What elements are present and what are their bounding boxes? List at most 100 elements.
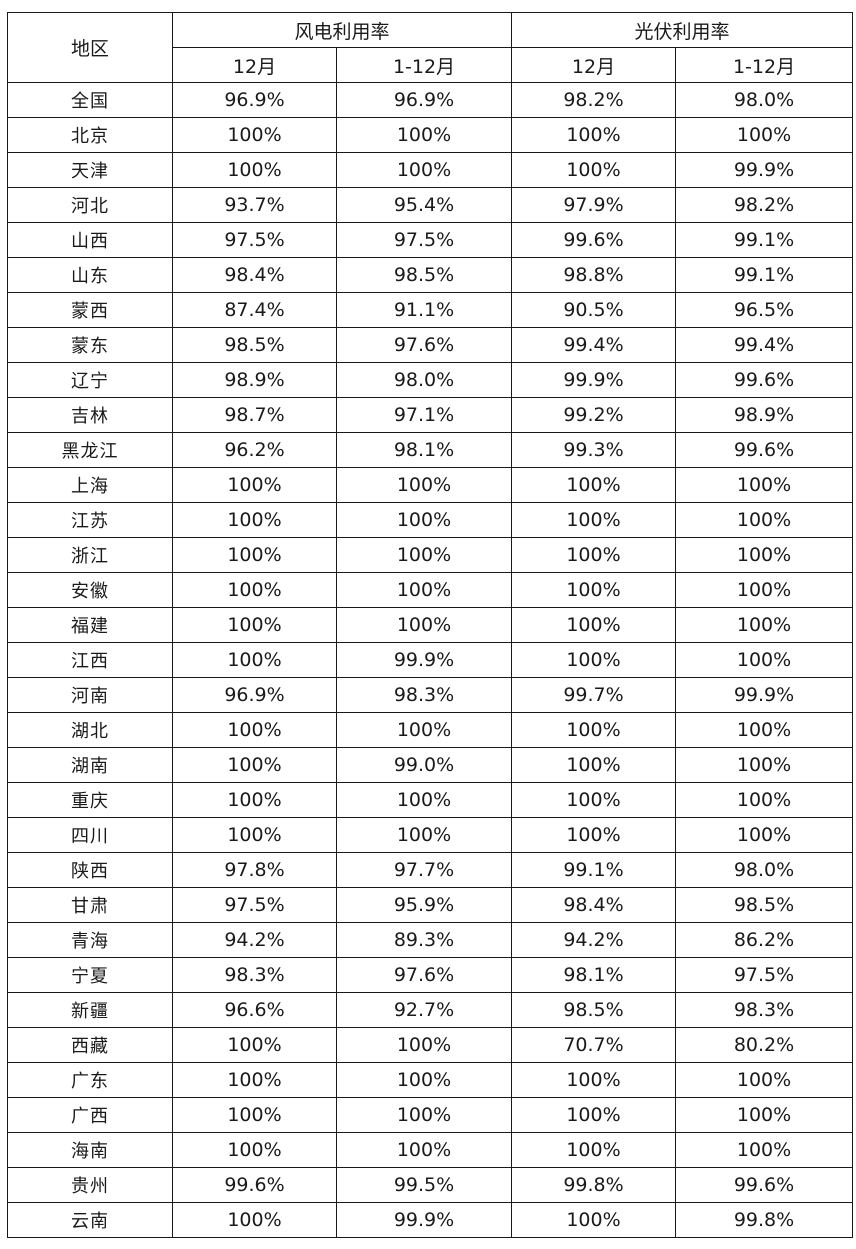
cell-region: 福建	[7, 607, 173, 643]
table-row: 天津 100% 100% 100% 99.9%	[7, 152, 854, 188]
cell-solar-month: 99.1%	[511, 852, 677, 888]
cell-wind-month: 100%	[172, 537, 337, 573]
cell-wind-ytd: 100%	[335, 1097, 513, 1133]
cell-solar-month: 99.4%	[511, 327, 677, 363]
cell-wind-ytd: 99.0%	[335, 747, 513, 783]
header-wind-month: 12月	[172, 47, 337, 83]
table-row: 吉林 98.7% 97.1% 99.2% 98.9%	[7, 397, 854, 433]
cell-wind-ytd: 97.7%	[335, 852, 513, 888]
cell-region: 江西	[7, 642, 173, 678]
cell-solar-month: 98.1%	[511, 957, 677, 993]
cell-solar-ytd: 100%	[675, 572, 854, 608]
table-row: 重庆 100% 100% 100% 100%	[7, 782, 854, 818]
cell-region: 吉林	[7, 397, 173, 433]
cell-wind-ytd: 100%	[335, 712, 513, 748]
header-wind-ytd: 1-12月	[335, 47, 513, 83]
table-row: 广东 100% 100% 100% 100%	[7, 1062, 854, 1098]
cell-region: 浙江	[7, 537, 173, 573]
cell-solar-month: 98.5%	[511, 992, 677, 1028]
cell-region: 湖南	[7, 747, 173, 783]
cell-wind-month: 96.9%	[172, 677, 337, 713]
cell-wind-month: 87.4%	[172, 292, 337, 328]
cell-wind-ytd: 98.3%	[335, 677, 513, 713]
cell-solar-ytd: 100%	[675, 642, 854, 678]
cell-region: 河南	[7, 677, 173, 713]
cell-wind-ytd: 100%	[335, 572, 513, 608]
table-header: 地区 风电利用率 光伏利用率 12月 1-12月 12月 1-12月	[7, 12, 854, 83]
table-row: 湖南 100% 99.0% 100% 100%	[7, 747, 854, 783]
cell-wind-month: 98.7%	[172, 397, 337, 433]
table-row: 青海 94.2% 89.3% 94.2% 86.2%	[7, 922, 854, 958]
cell-solar-ytd: 100%	[675, 1132, 854, 1168]
header-solar-month: 12月	[511, 47, 677, 83]
cell-region: 广西	[7, 1097, 173, 1133]
cell-wind-month: 100%	[172, 572, 337, 608]
cell-solar-ytd: 97.5%	[675, 957, 854, 993]
cell-wind-month: 97.5%	[172, 222, 337, 258]
cell-solar-ytd: 100%	[675, 1062, 854, 1098]
table-row: 全国 96.9% 96.9% 98.2% 98.0%	[7, 82, 854, 118]
cell-solar-ytd: 98.0%	[675, 852, 854, 888]
cell-region: 陕西	[7, 852, 173, 888]
table-row: 河南 96.9% 98.3% 99.7% 99.9%	[7, 677, 854, 713]
cell-solar-month: 90.5%	[511, 292, 677, 328]
cell-wind-month: 100%	[172, 1202, 337, 1238]
cell-wind-ytd: 100%	[335, 782, 513, 818]
cell-wind-ytd: 97.1%	[335, 397, 513, 433]
table-row: 江苏 100% 100% 100% 100%	[7, 502, 854, 538]
cell-region: 北京	[7, 117, 173, 153]
cell-solar-month: 99.6%	[511, 222, 677, 258]
cell-wind-ytd: 95.9%	[335, 887, 513, 923]
cell-solar-ytd: 100%	[675, 467, 854, 503]
table-row: 新疆 96.6% 92.7% 98.5% 98.3%	[7, 992, 854, 1028]
cell-wind-ytd: 95.4%	[335, 187, 513, 223]
cell-solar-month: 100%	[511, 782, 677, 818]
cell-region: 宁夏	[7, 957, 173, 993]
cell-wind-month: 100%	[172, 607, 337, 643]
cell-solar-month: 100%	[511, 572, 677, 608]
cell-solar-ytd: 100%	[675, 502, 854, 538]
header-solar: 光伏利用率	[511, 12, 854, 48]
cell-wind-ytd: 100%	[335, 1132, 513, 1168]
cell-region: 云南	[7, 1202, 173, 1238]
cell-wind-ytd: 98.1%	[335, 432, 513, 468]
table-row: 四川 100% 100% 100% 100%	[7, 817, 854, 853]
table-row: 黑龙江 96.2% 98.1% 99.3% 99.6%	[7, 432, 854, 468]
table-row: 北京 100% 100% 100% 100%	[7, 117, 854, 153]
cell-solar-ytd: 100%	[675, 1097, 854, 1133]
cell-region: 西藏	[7, 1027, 173, 1063]
cell-wind-month: 100%	[172, 1132, 337, 1168]
cell-solar-month: 100%	[511, 607, 677, 643]
cell-solar-month: 100%	[511, 817, 677, 853]
cell-wind-ytd: 96.9%	[335, 82, 513, 118]
cell-wind-month: 96.9%	[172, 82, 337, 118]
cell-wind-month: 100%	[172, 1062, 337, 1098]
cell-wind-month: 98.4%	[172, 257, 337, 293]
cell-region: 广东	[7, 1062, 173, 1098]
table-row: 贵州 99.6% 99.5% 99.8% 99.6%	[7, 1167, 854, 1203]
cell-wind-ytd: 100%	[335, 1062, 513, 1098]
cell-solar-ytd: 80.2%	[675, 1027, 854, 1063]
cell-solar-ytd: 96.5%	[675, 292, 854, 328]
cell-wind-ytd: 98.5%	[335, 257, 513, 293]
cell-solar-month: 100%	[511, 537, 677, 573]
table-row: 上海 100% 100% 100% 100%	[7, 467, 854, 503]
cell-solar-month: 100%	[511, 1097, 677, 1133]
cell-solar-month: 100%	[511, 747, 677, 783]
cell-solar-month: 100%	[511, 712, 677, 748]
cell-region: 贵州	[7, 1167, 173, 1203]
cell-wind-month: 100%	[172, 1097, 337, 1133]
cell-solar-month: 99.3%	[511, 432, 677, 468]
cell-solar-month: 100%	[511, 152, 677, 188]
cell-solar-ytd: 100%	[675, 747, 854, 783]
cell-solar-ytd: 100%	[675, 782, 854, 818]
cell-wind-month: 93.7%	[172, 187, 337, 223]
cell-solar-month: 98.8%	[511, 257, 677, 293]
cell-wind-ytd: 89.3%	[335, 922, 513, 958]
cell-wind-ytd: 92.7%	[335, 992, 513, 1028]
cell-wind-ytd: 100%	[335, 152, 513, 188]
cell-region: 湖北	[7, 712, 173, 748]
cell-wind-ytd: 100%	[335, 607, 513, 643]
table-row: 江西 100% 99.9% 100% 100%	[7, 642, 854, 678]
cell-region: 新疆	[7, 992, 173, 1028]
